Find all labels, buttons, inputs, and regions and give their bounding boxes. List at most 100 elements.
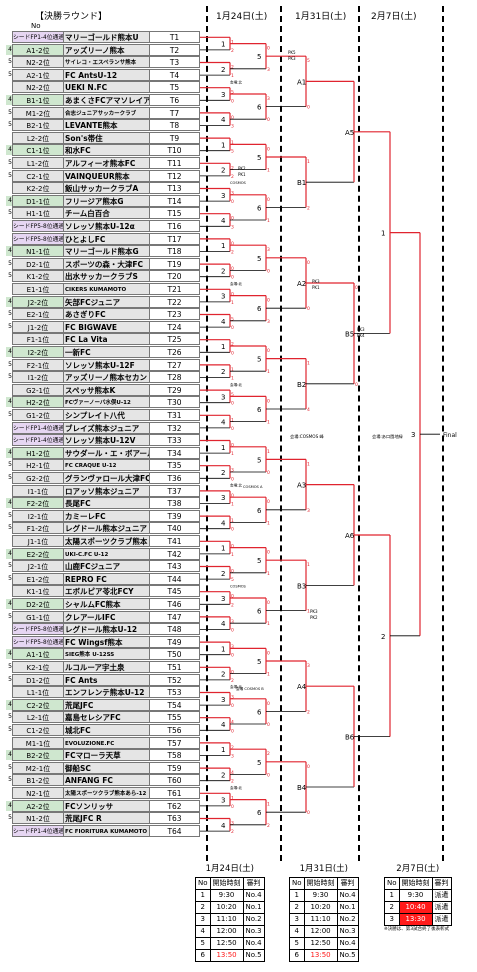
team-row: 4 I2-2位 一新FC T26 [6,346,252,358]
row-marker: 5 [8,310,12,318]
rank-cell: E1-1位 [12,283,64,295]
team-name: FC CRAQUE U-12 [64,459,150,472]
team-row: 5 C1-2位 城北FC T56 [6,724,252,736]
row-marker: 5 [8,511,12,519]
schedule-note: ※決勝は、第3試合終了後表彰式 [384,927,450,932]
rank-cell: J2-1位 [12,560,64,573]
final-label: Final [443,432,457,439]
rank-cell: シードFP1-4位通過 [12,31,64,43]
rank-cell: E2-1位 [12,308,64,321]
match-number: 3 [221,696,225,704]
team-row: 5 A2-1位 FC AntsU-12 T4 [6,68,252,81]
team-name: レグドール熊本ジュニア [64,522,150,535]
match-no-cell: 2 [384,901,400,914]
team-row: 5 B1-2位 ANFANG FC T60 [6,774,252,787]
schedule-row: 4 12:00 No.3 [289,925,359,938]
score: 2 [267,823,270,829]
team-row: 5 F2-1位 ソレッソ熊本U-12F T27 [6,358,252,371]
match-number: 1 [221,141,225,149]
match-number: 6 [257,809,262,817]
team-id: T56 [150,724,200,736]
team-name: FC La Vita [64,333,150,346]
match-number: 4 [221,822,226,830]
match-no-cell: 2 [289,901,305,914]
rank-cell: A1-2位 [12,43,64,56]
team-id: T58 [150,749,200,762]
score: 1 [267,802,270,808]
match-number: 3 [221,595,225,603]
score: 4 [307,407,310,413]
venue-label: COSMOS [230,181,247,185]
row-marker: 5 [8,360,12,368]
score: 2 [307,205,310,211]
team-row: 5 L1-2位 アルフィーオ熊本FC T11 [6,157,252,169]
schedule-header-cell: 審判 [242,877,265,890]
score: 2 [307,709,310,715]
score: 1 [231,417,234,423]
score: 2 [231,250,234,256]
score: 0 [231,804,234,810]
score: 3 [231,695,234,701]
match-number: 1 [221,242,225,250]
row-marker: 5 [8,108,12,116]
separator-line [280,6,282,861]
team-id: T32 [150,421,200,434]
team-name: 荒尾JFC R [64,812,150,825]
team-id: T6 [150,94,200,106]
team-name: 出水サッカークラブS [64,270,150,283]
team-row: 4 A2-2位 FCソンリッサ T62 [6,799,252,812]
start-time-cell: 13:50 [303,949,338,962]
rank-cell: H2-1位 [12,459,64,472]
team-row: 4 H2-2位 FCヴァーノーバ水俣U-12 T30 [6,396,252,409]
pk-note: PK1 [312,285,320,290]
match-number: 4 [221,620,226,628]
team-row: 4 B2-2位 FCマローラ天草 T58 [6,749,252,762]
row-marker: 5 [8,58,12,66]
schedule-table: No 開始時刻 審判 1 9:30 No.4 2 10:20 No.1 3 11:10 No.2 4 12… [289,877,359,962]
score: 3 [267,247,270,253]
match-number: 2 [221,570,225,578]
team-name: Son's帯住 [64,131,150,144]
rank-cell: I1-1位 [12,484,64,497]
score: 0 [231,199,234,205]
score: 1 [267,420,270,426]
team-row: 4 B1-1位 あまくさFCアマソレイア T6 [6,94,252,106]
score: 1 [267,218,270,224]
rank-cell: シードFP1-4位通過 [12,421,64,434]
team-name: FC Wingsf熊本 [64,635,150,648]
team-id: T37 [150,484,200,497]
start-time-cell: 9:30 [398,889,433,902]
schedule-table: No 開始時刻 審判 1 9:30 派遣 2 10:40 派遣 3 13:30 派遣 [384,877,452,926]
row-marker: 5 [8,663,12,670]
pk-note: PK3 [312,279,320,284]
row-marker: 4 [6,95,14,105]
rank-cell: F1-1位 [12,333,64,346]
team-name: レグドール熊本U-12 [64,623,150,636]
score: 0 [231,115,234,121]
team-row: 4 F2-2位 長尾FC T38 [6,497,252,510]
team-row: シードFP1-4位通過 ブレイズ熊本ジュニア T32 [6,421,252,434]
team-name: ANFANG FC [64,774,150,787]
team-row: シードFP5-8位通過 FC Wingsf熊本 T49 [6,635,252,648]
team-name: スポーツの森・大津FC [64,257,150,270]
score: 2 [231,65,234,71]
row-marker: 4 [6,498,14,509]
team-name: FC BIGWAVE [64,320,150,333]
score: 1 [267,571,270,577]
score: 0 [231,493,234,499]
rank-cell: I2-1位 [12,509,64,522]
rank-cell: シードFP1-4位通過 [12,434,64,447]
score: 5 [231,149,234,155]
score: 0 [231,266,234,272]
score: 5 [231,392,234,398]
row-marker: 5 [8,70,12,78]
rank-cell: L2-1位 [12,711,64,724]
rank-cell: D2-1位 [12,257,64,270]
match-no-cell: 3 [384,913,400,926]
team-name: FC Ants [64,673,150,686]
score: 1 [267,520,270,526]
rank-cell: J2-2位 [12,295,64,308]
score: 5 [231,317,234,323]
separator-line [206,6,208,861]
match-number: 2 [221,267,225,275]
